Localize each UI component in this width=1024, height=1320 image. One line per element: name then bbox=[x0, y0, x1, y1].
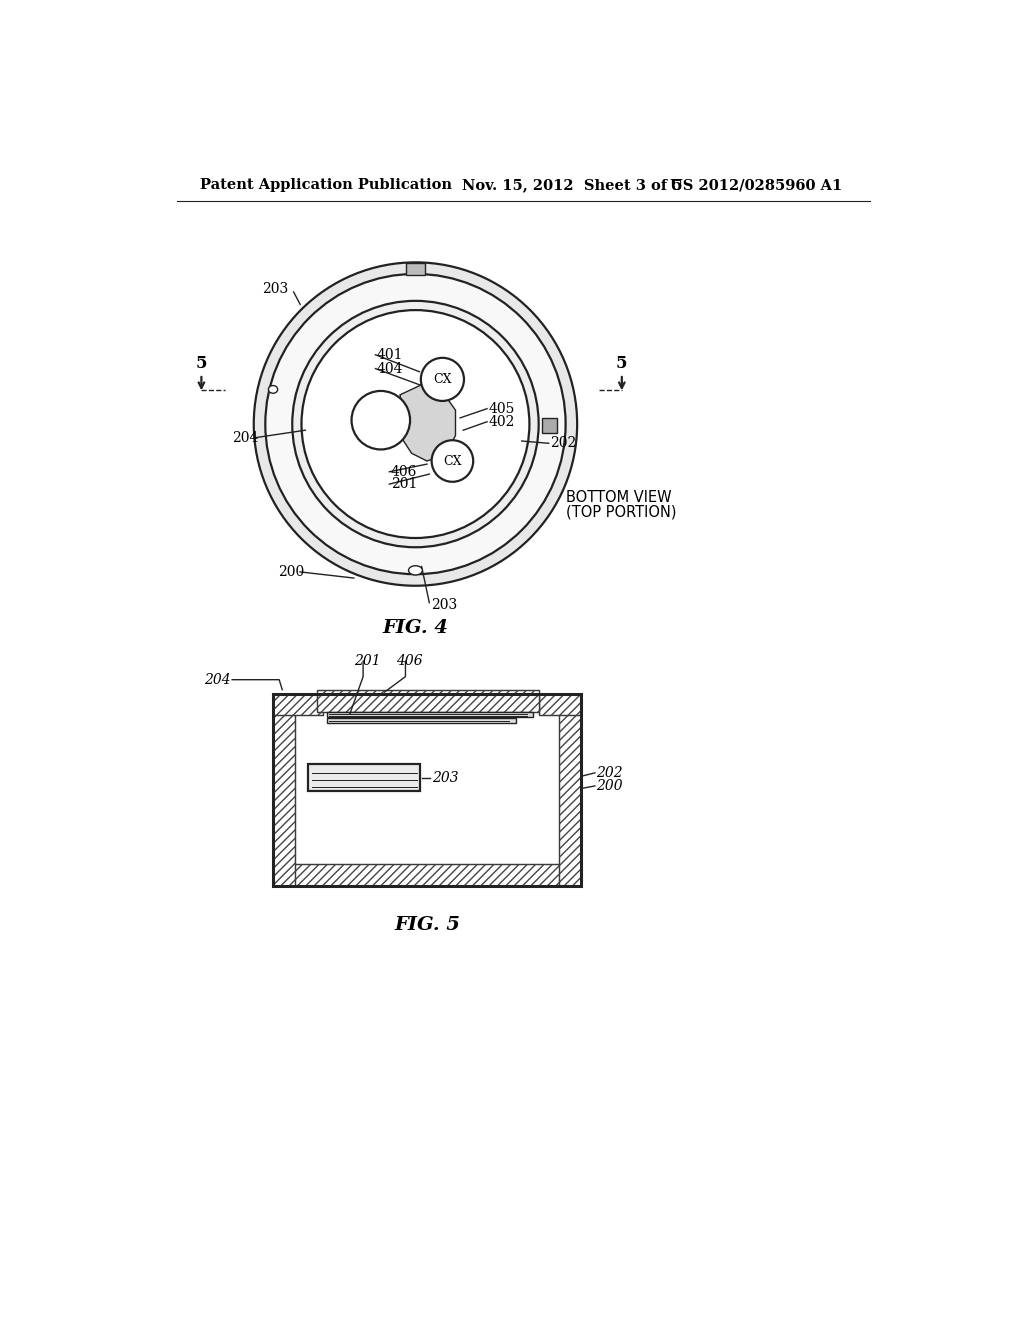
Bar bbox=[308, 764, 420, 792]
Bar bbox=[316, 690, 539, 711]
Text: (TOP PORTION): (TOP PORTION) bbox=[565, 504, 676, 519]
Text: Nov. 15, 2012  Sheet 3 of 5: Nov. 15, 2012 Sheet 3 of 5 bbox=[462, 178, 682, 193]
Text: 200: 200 bbox=[596, 779, 623, 793]
Text: CX: CX bbox=[443, 454, 462, 467]
Bar bbox=[327, 711, 534, 718]
Text: 203: 203 bbox=[432, 771, 459, 785]
Bar bbox=[273, 693, 323, 715]
Text: 202: 202 bbox=[550, 437, 577, 450]
Ellipse shape bbox=[432, 441, 473, 482]
Text: 201: 201 bbox=[354, 655, 381, 668]
Text: FIG. 5: FIG. 5 bbox=[394, 916, 460, 933]
Bar bbox=[273, 693, 323, 715]
Bar bbox=[273, 693, 295, 886]
Bar bbox=[407, 263, 425, 276]
Text: 5: 5 bbox=[196, 355, 207, 372]
Text: 404: 404 bbox=[377, 362, 403, 376]
Text: 204: 204 bbox=[232, 430, 259, 445]
Text: 202: 202 bbox=[596, 766, 623, 780]
Text: 406: 406 bbox=[391, 465, 417, 479]
Text: 200: 200 bbox=[279, 565, 305, 579]
Ellipse shape bbox=[292, 301, 539, 548]
Bar bbox=[539, 693, 581, 715]
Text: CX: CX bbox=[433, 372, 452, 385]
Text: 203: 203 bbox=[431, 598, 457, 612]
Bar bbox=[273, 693, 581, 886]
Bar bbox=[539, 693, 581, 715]
Bar bbox=[316, 690, 539, 711]
Text: 201: 201 bbox=[391, 477, 417, 491]
Bar bbox=[559, 693, 581, 886]
Ellipse shape bbox=[268, 385, 278, 393]
Ellipse shape bbox=[351, 391, 410, 449]
Text: 401: 401 bbox=[377, 347, 403, 362]
Text: FIG. 4: FIG. 4 bbox=[382, 619, 449, 638]
Bar bbox=[559, 693, 581, 886]
Text: 203: 203 bbox=[262, 282, 289, 296]
Bar bbox=[327, 718, 515, 723]
Text: 5: 5 bbox=[616, 355, 628, 372]
Text: 405: 405 bbox=[488, 401, 515, 416]
Bar bbox=[273, 865, 581, 886]
Polygon shape bbox=[398, 384, 456, 461]
Text: Patent Application Publication: Patent Application Publication bbox=[200, 178, 452, 193]
Text: 204: 204 bbox=[204, 673, 230, 686]
Text: 402: 402 bbox=[488, 414, 515, 429]
Text: BOTTOM VIEW: BOTTOM VIEW bbox=[565, 490, 672, 504]
Text: US 2012/0285960 A1: US 2012/0285960 A1 bbox=[670, 178, 842, 193]
Text: 406: 406 bbox=[396, 655, 423, 668]
Ellipse shape bbox=[265, 275, 565, 574]
Bar bbox=[273, 693, 295, 886]
Bar bbox=[273, 865, 581, 886]
Ellipse shape bbox=[409, 566, 422, 576]
Ellipse shape bbox=[254, 263, 578, 586]
Ellipse shape bbox=[301, 310, 529, 539]
Bar bbox=[542, 418, 557, 433]
Ellipse shape bbox=[421, 358, 464, 401]
